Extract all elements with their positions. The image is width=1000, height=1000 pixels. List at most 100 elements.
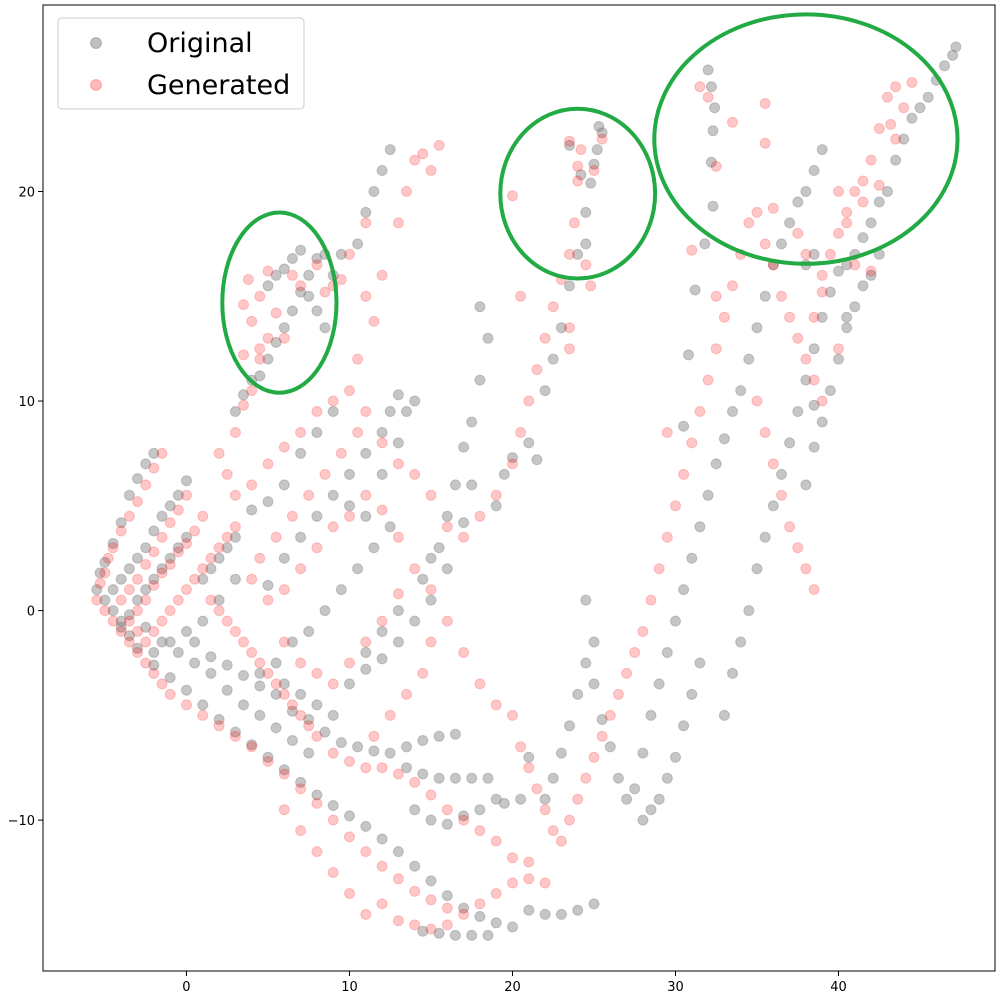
- generated-point-87: [221, 468, 233, 480]
- x-tick-label-3: 30: [667, 980, 684, 995]
- original-point-224: [816, 416, 828, 428]
- original-point-260: [164, 552, 176, 564]
- original-point-4: [115, 517, 127, 529]
- original-point-85: [286, 253, 298, 264]
- generated-point-210: [148, 579, 160, 591]
- generated-point-143: [645, 594, 657, 606]
- original-point-163: [523, 751, 535, 763]
- original-point-29: [425, 875, 437, 887]
- original-point-307: [392, 389, 404, 401]
- original-point-62: [401, 762, 412, 774]
- original-point-61: [449, 728, 461, 740]
- generated-point-223: [172, 504, 184, 516]
- original-point-250: [678, 720, 690, 732]
- original-point-106: [376, 468, 388, 480]
- generated-point-247: [262, 667, 274, 679]
- original-point-222: [947, 49, 959, 61]
- original-point-33: [490, 917, 502, 929]
- original-point-82: [262, 280, 274, 292]
- original-point-111: [368, 542, 380, 554]
- original-point-189: [784, 217, 796, 229]
- original-point-98: [246, 504, 258, 516]
- generated-point-95: [344, 385, 355, 397]
- generated-point-22: [213, 720, 225, 732]
- generated-point-65: [278, 332, 290, 344]
- generated-point-124: [585, 280, 597, 292]
- generated-point-3: [102, 552, 114, 564]
- generated-point-144: [653, 563, 665, 575]
- generated-point-0: [91, 594, 103, 606]
- generated-point-106: [515, 427, 527, 438]
- original-point-135: [376, 653, 388, 665]
- generated-point-206: [686, 244, 698, 256]
- original-point-227: [841, 322, 853, 334]
- generated-point-242: [221, 615, 233, 627]
- original-point-75: [270, 336, 282, 348]
- original-point-36: [433, 927, 445, 939]
- original-point-13: [164, 672, 176, 684]
- generated-point-66: [254, 343, 266, 355]
- generated-point-280: [474, 678, 486, 690]
- original-point-53: [319, 726, 331, 738]
- original-point-258: [148, 573, 160, 585]
- original-point-263: [164, 500, 176, 512]
- generated-point-170: [792, 542, 804, 554]
- original-point-3: [107, 538, 119, 549]
- generated-point-29: [327, 814, 339, 826]
- generated-point-135: [580, 772, 592, 784]
- generated-point-16: [140, 657, 152, 669]
- generated-point-256: [360, 762, 372, 774]
- generated-point-174: [824, 248, 836, 260]
- generated-point-58: [246, 315, 258, 327]
- generated-point-245: [246, 647, 258, 658]
- generated-point-28: [311, 797, 323, 809]
- generated-point-114: [572, 175, 584, 187]
- generated-point-175: [833, 227, 844, 239]
- original-point-290: [213, 552, 225, 564]
- original-point-246: [808, 441, 820, 453]
- original-point-201: [776, 468, 787, 480]
- generated-point-36: [441, 902, 453, 914]
- generated-point-55: [246, 385, 258, 397]
- original-point-112: [352, 563, 364, 575]
- original-point-303: [344, 468, 355, 480]
- generated-point-182: [890, 81, 902, 93]
- generated-point-186: [885, 118, 897, 130]
- original-point-43: [572, 904, 584, 916]
- original-point-103: [327, 406, 339, 417]
- original-point-273: [99, 594, 111, 606]
- original-point-218: [914, 102, 926, 114]
- generated-point-213: [172, 546, 184, 558]
- generated-point-13: [115, 626, 127, 637]
- generated-point-301: [376, 615, 388, 627]
- original-point-147: [580, 206, 592, 218]
- original-point-170: [629, 783, 641, 795]
- generated-point-198: [727, 116, 738, 128]
- generated-point-166: [759, 427, 771, 438]
- original-point-14: [181, 684, 192, 696]
- original-point-0: [91, 584, 103, 596]
- generated-point-48: [376, 898, 388, 910]
- original-point-217: [906, 112, 918, 124]
- original-point-51: [286, 705, 298, 717]
- generated-point-145: [661, 531, 673, 543]
- original-point-229: [857, 280, 869, 292]
- generated-point-41: [523, 873, 535, 885]
- original-point-276: [123, 609, 135, 621]
- generated-point-98: [392, 458, 404, 470]
- original-point-124: [458, 441, 470, 453]
- generated-point-121: [515, 290, 527, 302]
- original-point-278: [156, 636, 168, 648]
- generated-series: [91, 77, 918, 935]
- original-point-1: [94, 567, 106, 579]
- generated-point-203: [800, 248, 812, 260]
- original-point-244: [808, 248, 820, 260]
- generated-point-258: [392, 768, 404, 780]
- original-point-40: [523, 904, 535, 916]
- original-point-108: [401, 406, 412, 417]
- original-point-308: [278, 678, 290, 690]
- original-point-301: [311, 510, 323, 522]
- original-point-65: [449, 772, 461, 784]
- generated-point-270: [311, 542, 323, 554]
- generated-point-73: [344, 248, 355, 260]
